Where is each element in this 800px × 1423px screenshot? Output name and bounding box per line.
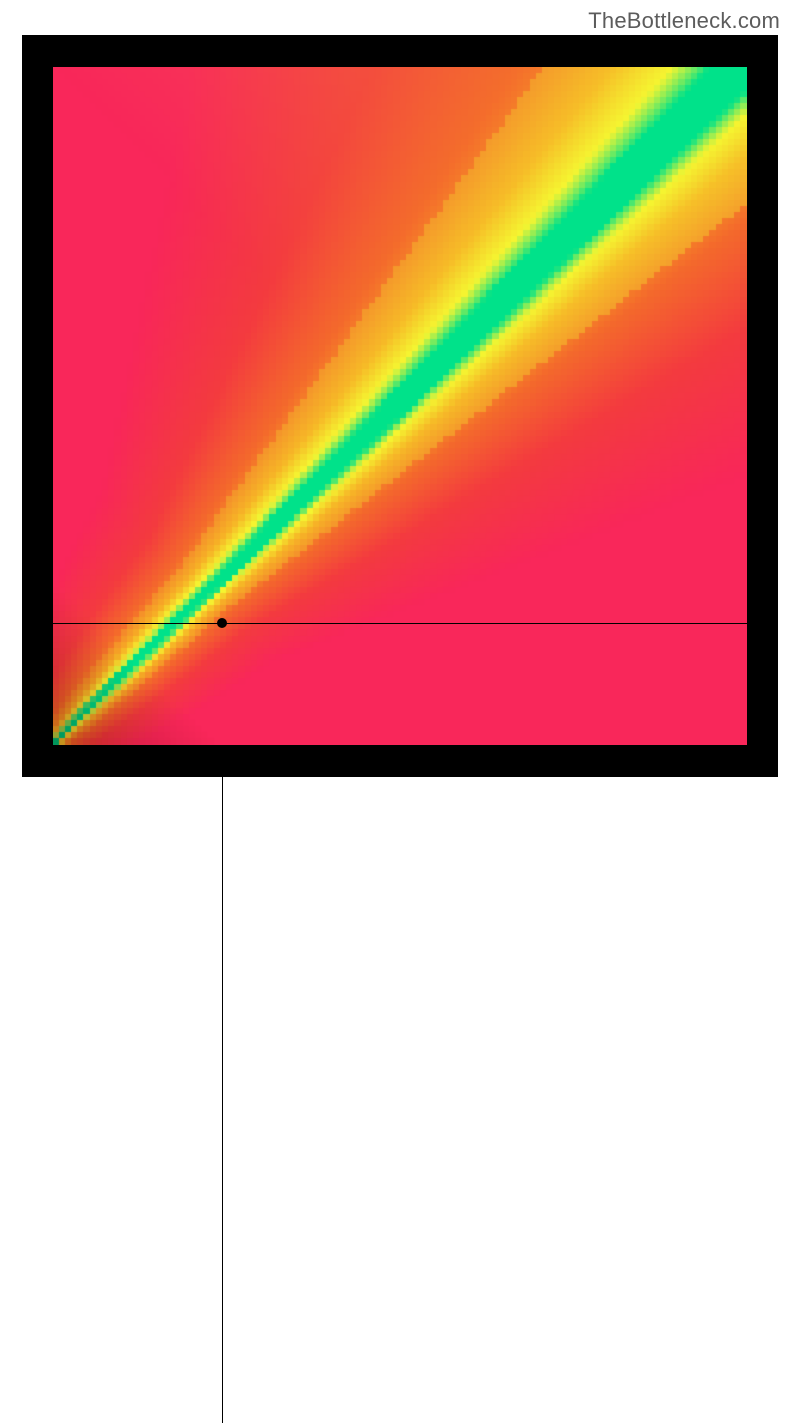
heatmap-plot: [53, 67, 747, 745]
heatmap-canvas: [53, 67, 747, 745]
crosshair-vertical: [222, 745, 223, 1423]
figure-stage: TheBottleneck.com: [0, 0, 800, 800]
watermark-text: TheBottleneck.com: [588, 8, 780, 34]
